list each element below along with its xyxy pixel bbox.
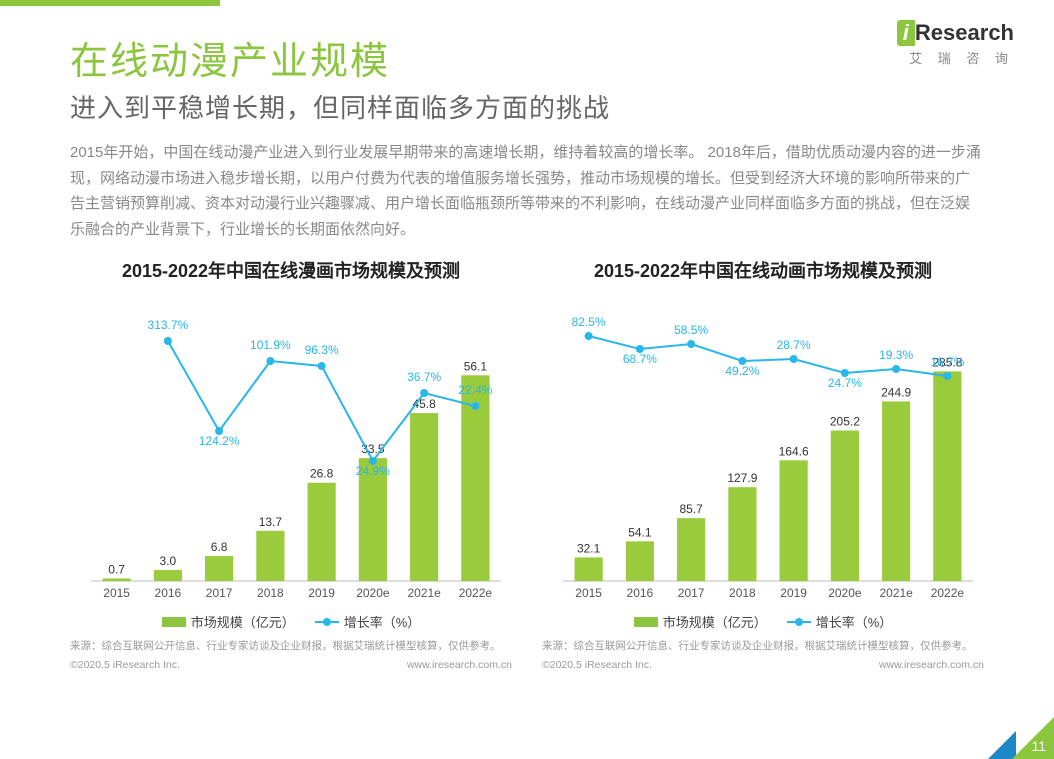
svg-text:16.7%: 16.7%	[930, 355, 964, 369]
svg-text:85.7: 85.7	[679, 503, 703, 517]
legend-line-label: 增长率（%）	[344, 612, 421, 631]
svg-text:24.7%: 24.7%	[828, 376, 862, 390]
svg-text:2021e: 2021e	[879, 586, 913, 600]
svg-text:82.5%: 82.5%	[572, 315, 606, 329]
svg-text:205.2: 205.2	[830, 415, 860, 429]
svg-text:244.9: 244.9	[881, 386, 911, 400]
svg-text:26.8: 26.8	[310, 467, 334, 481]
svg-text:127.9: 127.9	[727, 472, 757, 486]
top-accent-bar	[0, 0, 220, 6]
svg-text:32.1: 32.1	[577, 542, 601, 556]
bar-swatch-icon	[162, 617, 186, 627]
svg-text:2018: 2018	[729, 586, 756, 600]
svg-text:124.2%: 124.2%	[199, 434, 240, 448]
svg-text:313.7%: 313.7%	[148, 318, 189, 332]
chart2-copyright: ©2020.5 iResearch Inc. www.iresearch.com…	[542, 659, 984, 671]
svg-text:2015: 2015	[575, 586, 602, 600]
svg-text:2022e: 2022e	[931, 586, 965, 600]
chart-left: 2015-2022年中国在线漫画市场规模及预测 0.7 2015 3.0 2016 6.…	[70, 260, 512, 671]
page-title: 在线动漫产业规模	[70, 30, 390, 85]
svg-text:58.5%: 58.5%	[674, 323, 708, 337]
chart-right: 2015-2022年中国在线动画市场规模及预测 32.1 2015 54.1 2016…	[542, 260, 984, 671]
svg-text:2016: 2016	[155, 586, 182, 600]
svg-text:28.7%: 28.7%	[777, 338, 811, 352]
logo-subtitle: 艾 瑞 咨 询	[897, 48, 1014, 67]
svg-text:2020e: 2020e	[828, 586, 862, 600]
svg-text:2015: 2015	[103, 586, 130, 600]
logo-brand: Research	[915, 20, 1014, 46]
svg-text:13.7: 13.7	[259, 515, 283, 529]
chart1-url: www.iresearch.com.cn	[407, 659, 512, 671]
chart2-svg: 32.1 2015 54.1 2016 85.7 2017 127.9 2018 164.6 20…	[542, 291, 984, 611]
svg-text:0.7: 0.7	[108, 563, 125, 577]
svg-text:22.4%: 22.4%	[458, 383, 492, 397]
page-subtitle: 进入到平稳增长期，但同样面临多方面的挑战	[70, 88, 610, 125]
line-swatch-icon	[315, 621, 339, 623]
chart2-legend: 市场规模（亿元） 增长率（%）	[542, 612, 984, 631]
svg-text:2022e: 2022e	[459, 586, 493, 600]
charts-container: 2015-2022年中国在线漫画市场规模及预测 0.7 2015 3.0 2016 6.…	[70, 260, 984, 671]
svg-text:24.9%: 24.9%	[356, 464, 390, 478]
svg-text:36.7%: 36.7%	[407, 370, 441, 384]
chart1-svg: 0.720153.020166.8201713.7201826.8201933.…	[70, 291, 512, 611]
svg-text:3.0: 3.0	[160, 554, 177, 568]
legend-line-label: 增长率（%）	[816, 612, 893, 631]
chart1-source: 来源：综合互联网公开信息、行业专家访谈及企业财报，根据艾瑞统计模型核算，仅供参考…	[70, 639, 512, 655]
svg-text:2020e: 2020e	[356, 586, 390, 600]
svg-text:54.1: 54.1	[628, 526, 652, 540]
svg-text:2019: 2019	[308, 586, 335, 600]
svg-text:2017: 2017	[678, 586, 705, 600]
svg-text:56.1: 56.1	[464, 360, 488, 374]
svg-text:101.9%: 101.9%	[250, 338, 291, 352]
svg-text:49.2%: 49.2%	[725, 364, 759, 378]
line-swatch-icon	[787, 621, 811, 623]
svg-text:2016: 2016	[627, 586, 654, 600]
chart2-title: 2015-2022年中国在线动画市场规模及预测	[542, 260, 984, 283]
svg-text:19.3%: 19.3%	[879, 348, 913, 362]
chart1-title: 2015-2022年中国在线漫画市场规模及预测	[70, 260, 512, 283]
page-number: 11	[1031, 738, 1046, 754]
svg-text:2019: 2019	[780, 586, 807, 600]
svg-text:6.8: 6.8	[211, 540, 228, 554]
chart2-copyright-text: ©2020.5 iResearch Inc.	[542, 659, 652, 671]
chart1-copyright-text: ©2020.5 iResearch Inc.	[70, 659, 180, 671]
svg-text:164.6: 164.6	[779, 445, 809, 459]
brand-logo: iResearch 艾 瑞 咨 询	[897, 20, 1014, 67]
body-paragraph: 2015年开始，中国在线动漫产业进入到行业发展早期带来的高速增长期，维持着较高的…	[70, 140, 984, 242]
chart1-copyright: ©2020.5 iResearch Inc. www.iresearch.com…	[70, 659, 512, 671]
legend-bar-label: 市场规模（亿元）	[191, 612, 295, 631]
chart2-url: www.iresearch.com.cn	[879, 659, 984, 671]
svg-text:2018: 2018	[257, 586, 284, 600]
svg-text:68.7%: 68.7%	[623, 352, 657, 366]
chart2-source: 来源：综合互联网公开信息、行业专家访谈及企业财报，根据艾瑞统计模型核算，仅供参考…	[542, 639, 984, 655]
svg-text:2017: 2017	[206, 586, 233, 600]
chart1-legend: 市场规模（亿元） 增长率（%）	[70, 612, 512, 631]
svg-text:96.3%: 96.3%	[305, 343, 339, 357]
legend-bar-label: 市场规模（亿元）	[663, 612, 767, 631]
bar-swatch-icon	[634, 617, 658, 627]
svg-text:2021e: 2021e	[407, 586, 441, 600]
logo-prefix: i	[897, 20, 915, 46]
